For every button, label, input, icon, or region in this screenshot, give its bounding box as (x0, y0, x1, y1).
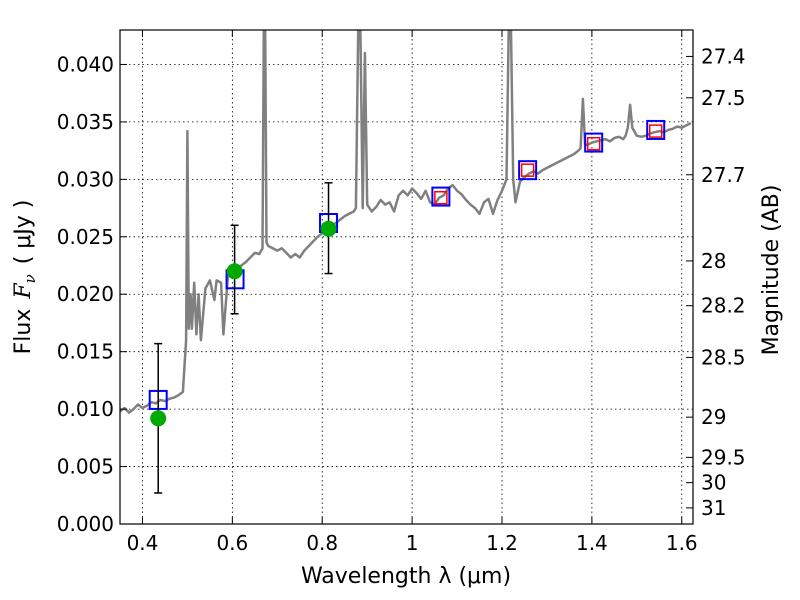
plot-background (120, 30, 693, 524)
y2-tick-label: 28.2 (701, 294, 746, 318)
y-axis-label-pre: Flux (11, 309, 36, 355)
y-tick-label: 0.025 (57, 225, 114, 249)
x-tick-label: 0.6 (216, 531, 248, 555)
y-tick-label: 0.020 (57, 282, 114, 306)
observed-point (226, 263, 243, 280)
y2-tick-label: 28 (701, 249, 726, 273)
marker-layer (148, 119, 666, 494)
model-square-red (586, 136, 601, 151)
model-square-blue (584, 132, 604, 153)
x-tick-label: 1.4 (576, 531, 608, 555)
y2-tick-label: 29 (701, 405, 726, 429)
y-tick-label: 0.030 (57, 167, 114, 191)
x-tick-label: 1 (406, 531, 419, 555)
y-tick-label: 0.010 (57, 397, 114, 421)
plot-frame (119, 29, 694, 525)
observed-point (150, 410, 167, 427)
y-tick-label: 0.015 (57, 340, 114, 364)
y-axis-label-symbol: F (11, 283, 36, 300)
model-square-blue (431, 186, 451, 207)
spectrum-line (120, 30, 692, 414)
y2-tick-label: 27.7 (701, 163, 746, 187)
y-axis-label: Flux Fν ( μJy ) (11, 200, 39, 355)
spectrum-layer (120, 30, 692, 414)
y2-tick-label: 27.4 (701, 44, 746, 68)
y2-axis-label: Magnitude (AB) (759, 185, 784, 356)
x-tick-label: 0.4 (127, 531, 159, 555)
y2-tick-label: 30 (701, 471, 726, 495)
model-square-red (434, 190, 448, 205)
y2-tick-label: 29.5 (701, 445, 746, 469)
x-tick-label: 1.2 (486, 531, 518, 555)
y-axis-label-unit: ( μJy ) (11, 200, 36, 265)
y-tick-label: 0.040 (57, 52, 114, 76)
observed-point (320, 220, 337, 237)
y-axis-label-subscript: ν (21, 274, 39, 283)
y2-tick-label: 27.5 (701, 86, 746, 110)
x-tick-label: 1.6 (666, 531, 698, 555)
y2-tick-label: 31 (701, 496, 726, 520)
model-square-red (520, 163, 535, 177)
y-ticks: 0.000 0.005 0.010 0.015 0.020 0.025 0.030 0.035… (57, 52, 127, 536)
y-tick-label: 0.035 (57, 110, 114, 134)
y2-tick-label: 28.5 (701, 345, 746, 369)
x-axis-label: Wavelength λ (μm) (301, 564, 511, 589)
y-tick-label: 0.000 (57, 512, 114, 536)
x-tick-label: 0.8 (306, 531, 338, 555)
model-square-blue (646, 119, 666, 140)
model-square-blue (518, 160, 538, 181)
x-ticks: 0.4 0.6 0.8 1 1.2 1.4 1.6 (127, 30, 698, 555)
y-tick-label: 0.005 (57, 455, 114, 479)
model-square-red (648, 124, 663, 138)
